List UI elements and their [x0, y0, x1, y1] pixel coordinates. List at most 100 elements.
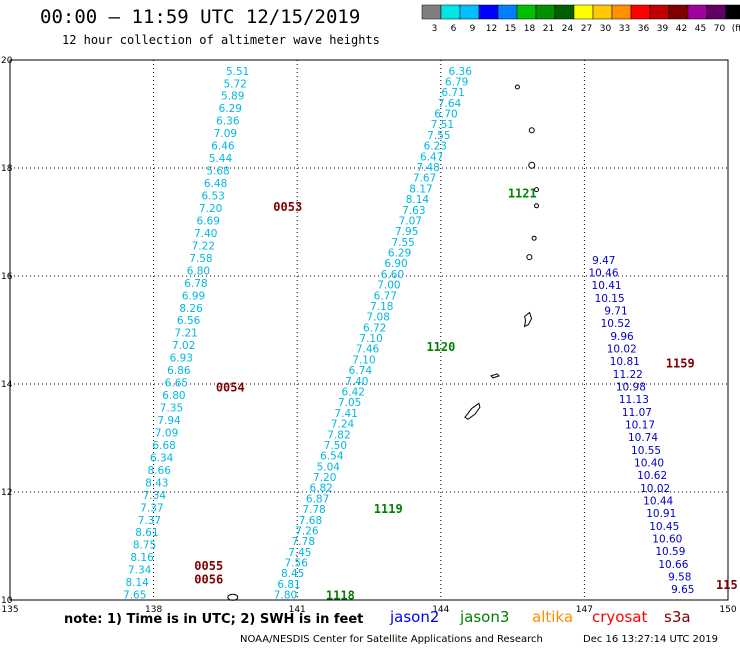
swh-value: 7.55: [391, 237, 414, 249]
swh-value: 7.40: [345, 376, 368, 388]
swh-value: 7.34: [128, 565, 152, 577]
swh-value: 6.34: [150, 452, 174, 464]
pass-time-label: 1121: [508, 186, 537, 200]
colorbar-label: 9: [470, 24, 476, 34]
swh-value: 7.26: [295, 525, 319, 537]
swh-value: 6.47: [420, 151, 443, 163]
swh-value: 6.80: [187, 265, 210, 277]
colorbar-swatch: [554, 4, 575, 20]
pass-time-label: 1120: [426, 340, 455, 354]
swh-value: 5.51: [226, 66, 249, 78]
lon-tick-label: 138: [145, 605, 162, 615]
lat-tick-label: 16: [1, 272, 13, 282]
swh-value: 7.41: [334, 408, 357, 420]
swh-value: 8.26: [179, 303, 203, 315]
colorbar-label: 21: [543, 24, 554, 34]
swh-value: 7.65: [123, 590, 146, 602]
colorbar-label: 70: [714, 24, 726, 34]
island-outline: [534, 187, 540, 193]
swh-value: 6.86: [167, 365, 191, 377]
island-outline: [528, 127, 535, 134]
swh-value: 7.18: [370, 301, 393, 313]
lon-tick-label: 144: [432, 605, 449, 615]
swh-value: 10.44: [643, 496, 673, 508]
swh-value: 7.08: [367, 312, 390, 324]
swh-value: 7.37: [138, 515, 161, 527]
swh-value: 10.91: [646, 508, 676, 520]
pass-time-label: 115: [716, 578, 738, 592]
swh-value: 10.46: [588, 267, 618, 279]
satellite-legend-jason3: jason3: [459, 608, 509, 626]
swh-value: 10.74: [628, 432, 658, 444]
swh-value: 5.68: [206, 166, 229, 178]
swh-value: 9.65: [671, 584, 694, 596]
swh-value: 8.17: [409, 183, 432, 195]
swh-value: 6.74: [349, 365, 373, 377]
swh-value: 10.45: [649, 521, 679, 533]
colorbar-label: 12: [486, 24, 497, 34]
island-outline: [531, 235, 537, 241]
swh-value: 7.58: [189, 253, 212, 265]
swh-value: 6.69: [197, 215, 220, 227]
swh-value: 10.02: [640, 483, 670, 495]
colorbar-label: 39: [657, 24, 669, 34]
swh-value: 7.78: [292, 536, 315, 548]
swh-value: 10.62: [637, 470, 667, 482]
swh-value: 6.72: [363, 322, 386, 334]
swh-value: 7.00: [377, 280, 400, 292]
swh-value: 7.68: [299, 515, 322, 527]
swh-value: 6.56: [177, 315, 201, 327]
swh-value: 7.40: [194, 228, 217, 240]
pass-time-label: 1118: [326, 589, 355, 603]
swh-value: 5.44: [209, 153, 233, 165]
swh-value: 7.51: [431, 119, 454, 131]
swh-value: 7.55: [427, 130, 450, 142]
colorbar-label: 42: [676, 24, 687, 34]
swh-value: 11.07: [622, 407, 652, 419]
colorbar-swatch: [630, 4, 651, 20]
swh-value: 7.94: [157, 415, 181, 427]
island-outline: [528, 161, 536, 169]
swh-value: 7.09: [214, 128, 237, 140]
swh-value: 7.78: [302, 504, 325, 516]
swh-value: 6.23: [424, 141, 447, 153]
swh-value: 7.05: [338, 397, 361, 409]
swh-value: 10.66: [658, 559, 688, 571]
satellite-legend-cryosat: cryosat: [592, 608, 647, 626]
colorbar-swatch: [440, 4, 461, 20]
swh-value: 10.02: [607, 343, 637, 355]
swh-value: 10.52: [601, 318, 631, 330]
colorbar-swatch: [421, 4, 442, 20]
swh-value: 8.61: [135, 527, 158, 539]
swh-value: 5.89: [221, 91, 244, 103]
swh-value: 6.90: [384, 258, 407, 270]
swh-value: 5.72: [223, 78, 246, 90]
lat-tick-label: 18: [1, 164, 13, 174]
swh-value: 10.15: [595, 293, 625, 305]
footnote: note: 1) Time is in UTC; 2) SWH is in fe…: [64, 612, 364, 627]
swh-value: 8.45: [281, 568, 304, 580]
swh-value: 9.96: [610, 331, 634, 343]
swh-value: 7.50: [324, 440, 347, 452]
island-outline: [227, 593, 239, 601]
swh-value: 6.79: [445, 76, 468, 88]
swh-value: 7.21: [174, 328, 197, 340]
swh-value: 6.36: [216, 116, 240, 128]
swh-value: 7.48: [416, 162, 439, 174]
swh-value: 10.60: [652, 534, 682, 546]
lat-tick-label: 14: [1, 380, 13, 390]
swh-value: 6.87: [306, 493, 329, 505]
satellite-legend-jason2: jason2: [389, 608, 439, 626]
colorbar-swatch: [611, 4, 632, 20]
swh-value: 6.99: [182, 290, 205, 302]
swh-value: 11.22: [613, 369, 643, 381]
swh-value: 7.22: [192, 240, 215, 252]
colorbar-swatch: [497, 4, 518, 20]
swh-value: 6.82: [309, 483, 332, 495]
swh-value: 6.46: [211, 141, 235, 153]
swh-value: 7.07: [399, 215, 422, 227]
swh-value: 7.20: [199, 203, 222, 215]
page-subtitle: 12 hour collection of altimeter wave hei…: [62, 33, 380, 47]
swh-value: 10.55: [631, 445, 661, 457]
